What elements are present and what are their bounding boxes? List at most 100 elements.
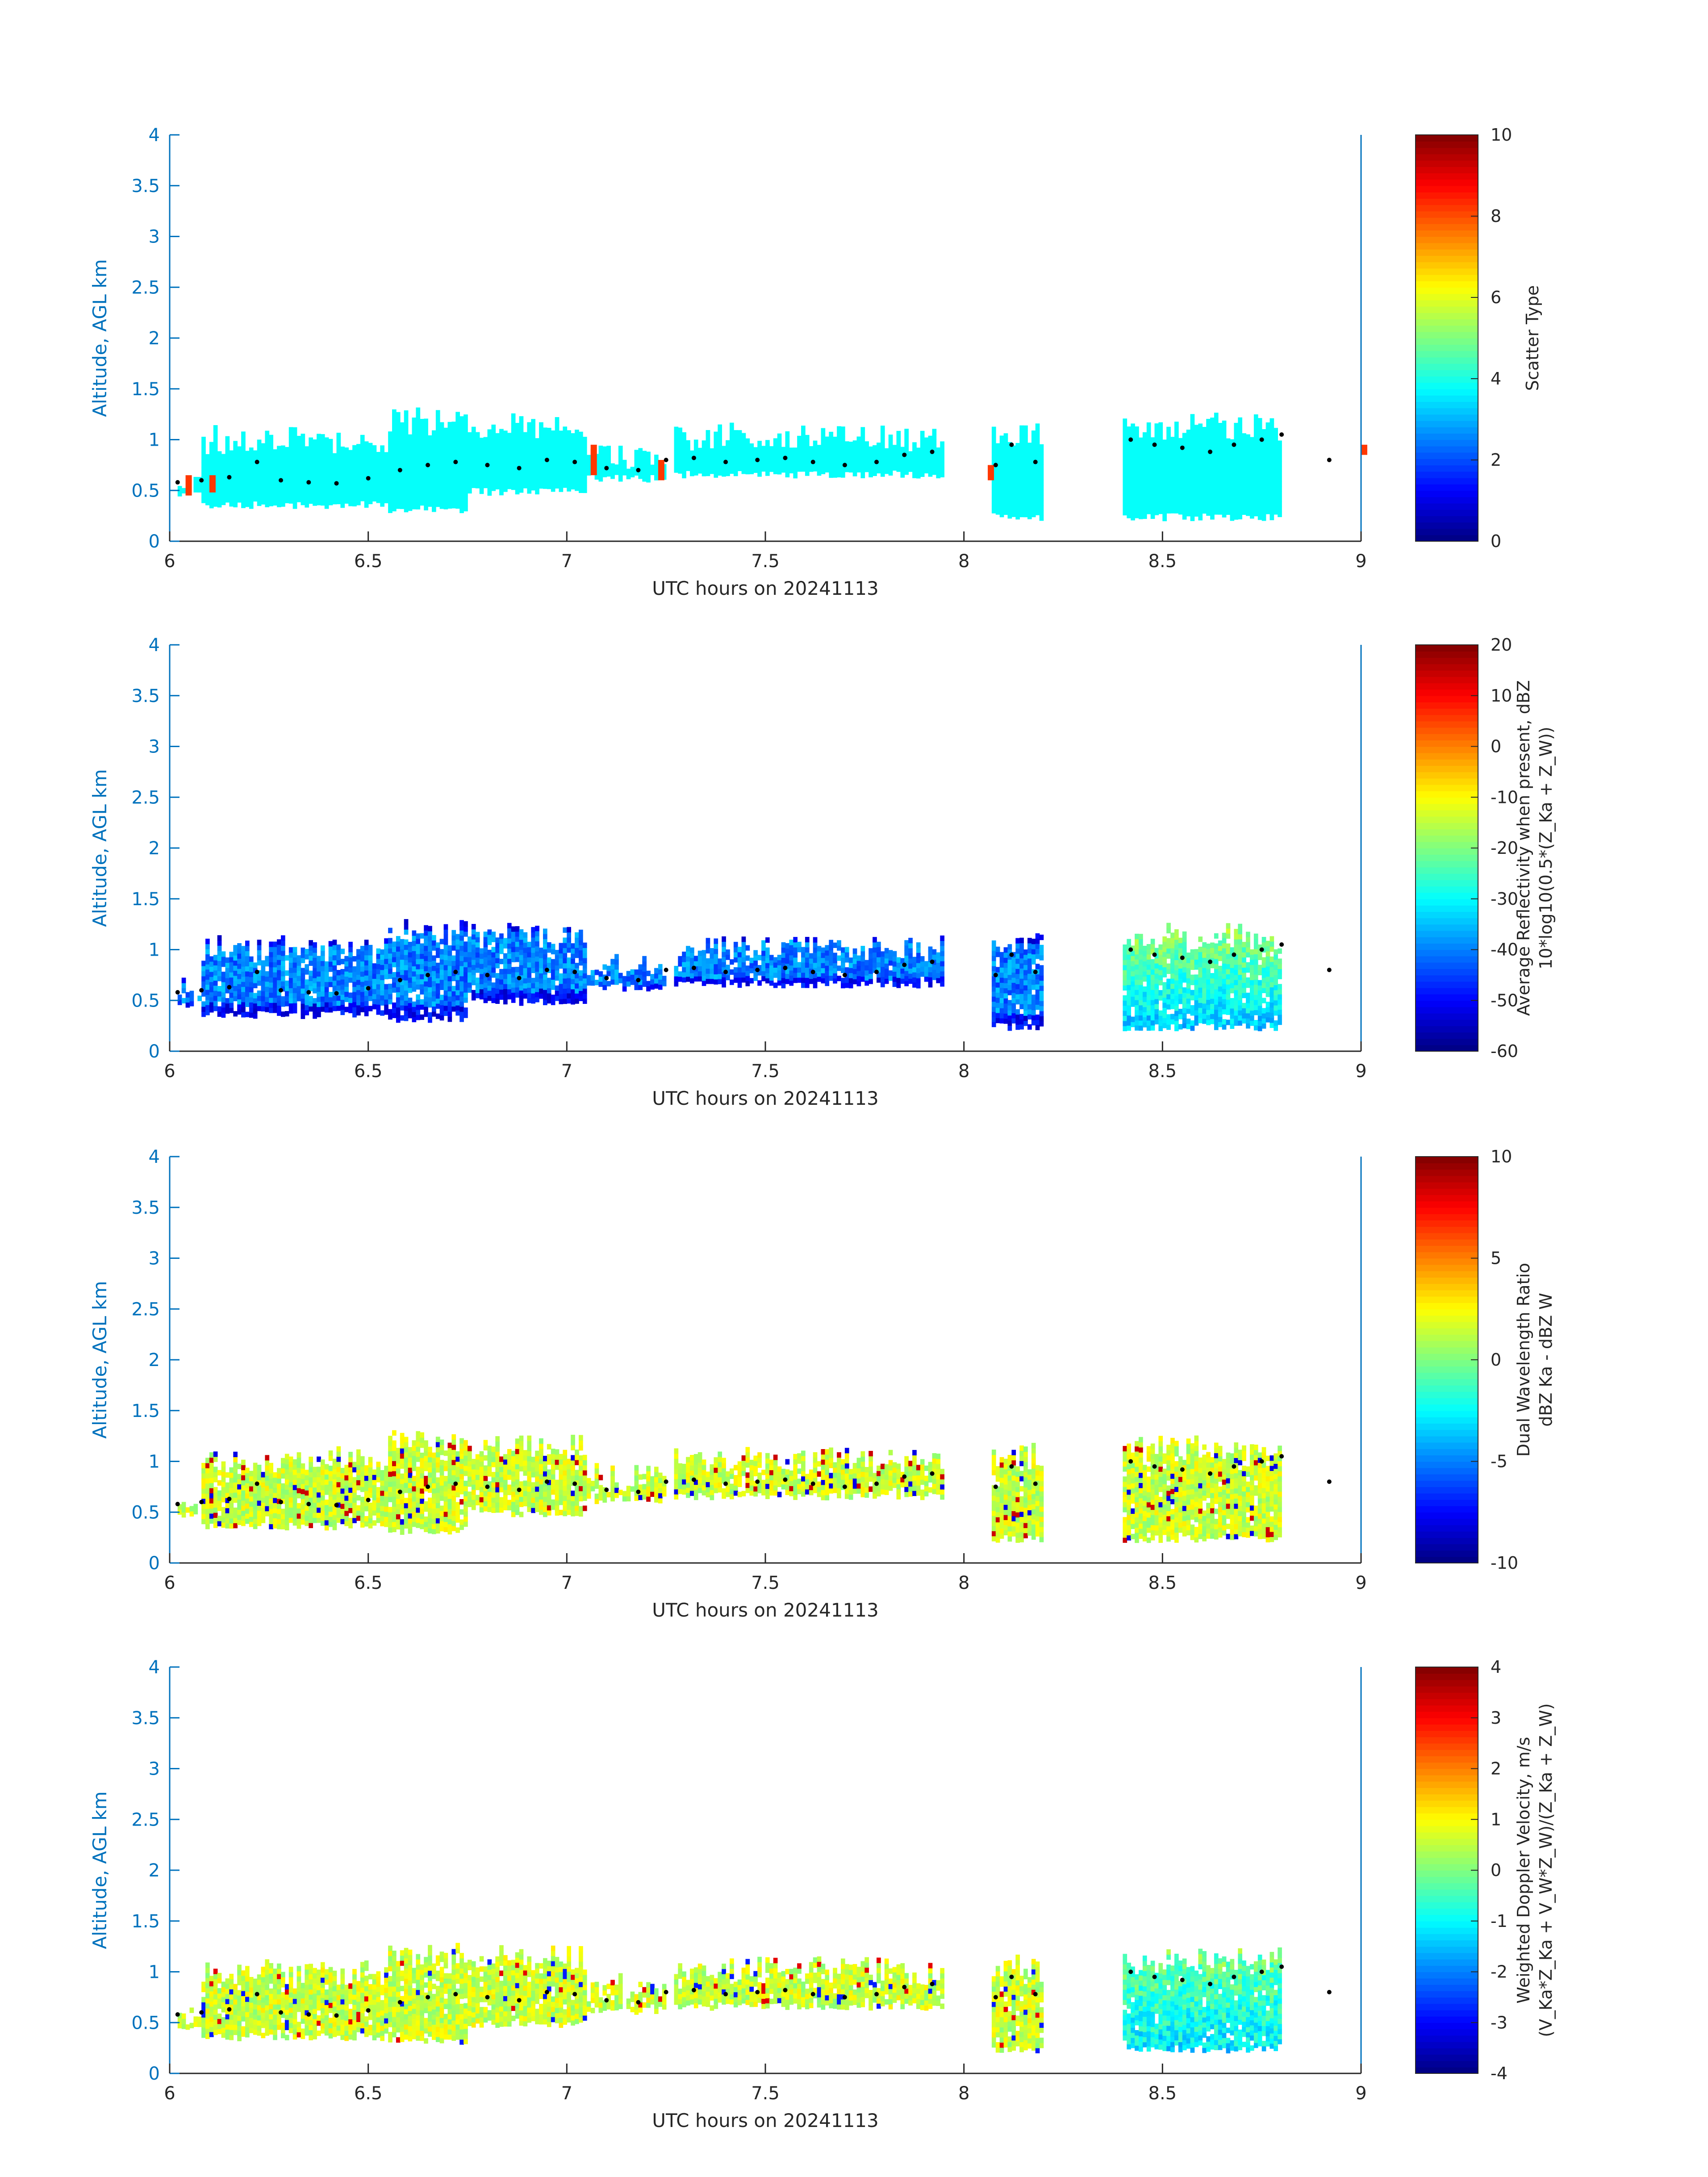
heatmap-cell [749, 957, 754, 963]
heatmap-cell [1270, 504, 1274, 510]
heatmap-cell [487, 995, 492, 1001]
heatmap-cell [575, 937, 579, 943]
heatmap-cell [1253, 435, 1258, 440]
heatmap-cell [841, 457, 845, 463]
heatmap-cell [273, 977, 277, 983]
heatmap-cell [555, 975, 560, 981]
heatmap-cell [714, 467, 718, 473]
heatmap-cell [1250, 493, 1254, 498]
heatmap-cell [781, 947, 786, 953]
heatmap-cell [324, 483, 329, 489]
heatmap-cell [531, 444, 535, 450]
heatmap-cell [1238, 438, 1242, 443]
heatmap-cell [380, 450, 384, 456]
heatmap-cell [908, 978, 913, 984]
heatmap-cell [288, 452, 293, 458]
heatmap-cell [1246, 510, 1250, 516]
heatmap-cell [292, 972, 297, 978]
heatmap-cell [451, 976, 456, 982]
heatmap-cell [1015, 958, 1020, 964]
heatmap-cell [1158, 478, 1163, 484]
heatmap-cell [233, 980, 238, 986]
heatmap-cell [257, 475, 262, 481]
heatmap-cell [1274, 484, 1278, 489]
heatmap-cell [459, 502, 464, 508]
heatmap-cell [443, 924, 448, 930]
heatmap-cell [1035, 938, 1040, 944]
heatmap-cell [511, 434, 516, 439]
heatmap-cell [1158, 463, 1163, 468]
heatmap-cell [559, 476, 564, 482]
heatmap-cell [757, 466, 762, 472]
heatmap-cell [408, 490, 413, 496]
heatmap-cell [1007, 447, 1012, 453]
heatmap-cell [388, 472, 393, 478]
heatmap-cell [443, 975, 448, 981]
heatmap-cell [269, 967, 273, 973]
heatmap-cell [428, 951, 432, 957]
heatmap-cell [404, 415, 409, 421]
heatmap-cell [559, 471, 564, 477]
heatmap-cell [765, 450, 770, 456]
heatmap-cell [301, 500, 305, 506]
heatmap-cell [1257, 504, 1262, 510]
heatmap-cell [1123, 439, 1128, 444]
heatmap-cell [404, 980, 409, 986]
heatmap-cell [404, 975, 409, 981]
heatmap-cell [1170, 457, 1175, 463]
heatmap-cell [344, 452, 349, 458]
heatmap-cell [1162, 455, 1167, 460]
heatmap-cell [753, 452, 758, 458]
heatmap-cell [761, 961, 766, 966]
heatmap-cell [1150, 503, 1155, 509]
heatmap-cell [1234, 484, 1239, 489]
heatmap-cell [396, 498, 401, 504]
heatmap-cell [571, 464, 575, 469]
heatmap-cell [682, 967, 686, 973]
heatmap-cell [833, 447, 837, 452]
heatmap-cell [920, 451, 925, 457]
colorbar-swatch [1416, 490, 1478, 497]
heatmap-cell [309, 996, 313, 1002]
heatmap-cell [464, 967, 468, 973]
heatmap-cell [1257, 509, 1262, 515]
heatmap-cell [1035, 1024, 1040, 1030]
heatmap-cell [579, 980, 583, 986]
heatmap-cell [428, 961, 432, 967]
heatmap-cell [205, 469, 210, 475]
heatmap-cell [420, 439, 424, 445]
heatmap-cell [924, 468, 929, 474]
heatmap-cell [999, 486, 1004, 492]
heatmap-cell [388, 943, 393, 949]
heatmap-cell [841, 967, 845, 973]
heatmap-cell [753, 950, 758, 956]
heatmap-cell [1039, 1021, 1044, 1027]
heatmap-cell [364, 990, 369, 996]
heatmap-cell [697, 971, 702, 977]
heatmap-cell [288, 463, 293, 468]
heatmap-cell [527, 452, 532, 458]
heatmap-cell [1190, 490, 1195, 496]
heatmap-cell [690, 465, 694, 471]
heatmap-cell [225, 466, 230, 472]
heatmap-cell [1135, 513, 1139, 518]
heatmap-cell [292, 987, 297, 993]
heatmap-cell [380, 1010, 384, 1016]
heatmap-cell [567, 973, 571, 978]
heatmap-cell [932, 464, 937, 470]
heatmap-cell [559, 435, 564, 441]
heatmap-cell [531, 449, 535, 455]
heatmap-cell [269, 977, 273, 983]
heatmap-cell [646, 462, 651, 468]
heatmap-cell [535, 997, 539, 1003]
heatmap-cell [213, 466, 218, 472]
heatmap-cell [869, 461, 873, 468]
heatmap-cell [1023, 1010, 1028, 1016]
heatmap-cell [582, 457, 587, 463]
heatmap-cell [451, 960, 456, 966]
heatmap-cell [519, 985, 524, 991]
heatmap-cell [1162, 444, 1167, 450]
heatmap-cell [392, 501, 397, 506]
heatmap-cell [551, 471, 555, 477]
heatmap-cell [1031, 476, 1036, 482]
